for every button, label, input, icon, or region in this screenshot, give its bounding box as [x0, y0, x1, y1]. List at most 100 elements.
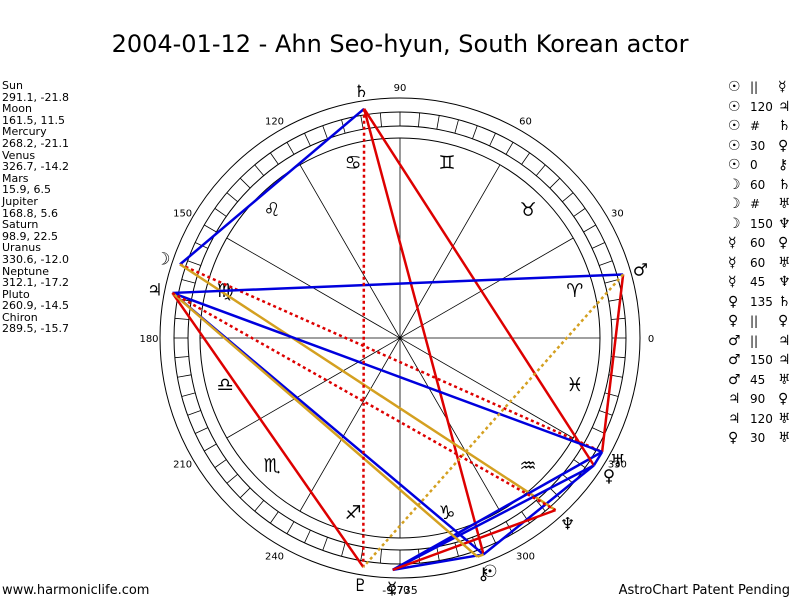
aspect-row: ☉ # ♄: [728, 117, 800, 137]
degree-tick: [226, 473, 238, 484]
aspect-planet-a: ♀: [728, 430, 739, 446]
aspect-planet-a: ☿: [728, 254, 737, 271]
aspect-planet-a: ☿: [728, 235, 737, 251]
aspect-row: ☿ 60 ♀: [728, 234, 800, 254]
aspect-type: #: [750, 197, 761, 211]
degree-label: 60: [519, 117, 532, 128]
planet-glyph-venus: ♀: [603, 466, 615, 486]
degree-tick: [436, 115, 440, 130]
planet-glyph-pluto: ♇: [353, 576, 368, 596]
aspect-planet-a: ☽: [728, 196, 741, 212]
planet-position: 330.6, -12.0: [2, 252, 69, 266]
sign-glyph-scorpio: ♏: [263, 455, 280, 477]
aspect-planet-b: ♅: [778, 196, 791, 212]
planet-position: 168.8, 5.6: [2, 206, 58, 220]
degree-tick: [177, 374, 192, 378]
degree-tick: [181, 279, 196, 284]
aspect-type: 135: [750, 294, 773, 309]
degree-label: 180: [139, 334, 158, 345]
degree-tick: [489, 529, 496, 543]
sign-glyph-leo: ♌: [263, 199, 280, 221]
degree-tick: [454, 542, 459, 557]
degree-label: 330: [608, 460, 627, 471]
planet-name: Jupiter: [2, 194, 38, 208]
planet-name: Mercury: [2, 125, 47, 139]
aspect-row: ☽ # ♅: [728, 195, 800, 215]
aspect-line: [363, 108, 595, 467]
aspect-type: 90: [750, 392, 766, 406]
degree-tick: [489, 133, 496, 147]
sign-glyph-capricorn: ♑: [438, 502, 455, 524]
planet-name: Pluto: [2, 287, 30, 301]
aspect-type: 120: [750, 99, 773, 114]
sign-glyph-taurus: ♉: [519, 199, 536, 221]
sign-glyph-gemini: ♊: [438, 152, 455, 174]
aspect-planet-b: ♄: [778, 118, 791, 134]
sign-glyph-libra: ♎: [217, 374, 234, 396]
degree-tick: [181, 392, 196, 397]
planet-glyph-jupiter: ♃: [147, 280, 162, 300]
degree-tick: [187, 260, 201, 266]
planet-name: Chiron: [2, 310, 38, 324]
degree-tick: [505, 142, 514, 155]
degree-tick: [195, 427, 209, 434]
aspect-line: [171, 291, 479, 558]
aspect-planet-b: ♄: [778, 293, 791, 310]
sign-glyph-aries: ♈: [566, 280, 583, 302]
planet-glyph-chiron: ⚷: [477, 565, 489, 585]
aspect-planet-a: ☉: [728, 98, 741, 115]
degree-tick: [535, 500, 546, 512]
degree-tick: [549, 177, 561, 189]
aspect-line: [600, 274, 625, 453]
planet-name: Neptune: [2, 264, 50, 278]
degree-tick: [591, 427, 605, 434]
footer-patent: AstroChart Patent Pending: [618, 583, 790, 598]
degree-tick: [454, 119, 459, 134]
aspect-planet-b: ♀: [778, 313, 789, 329]
aspect-line: [592, 451, 604, 467]
planet-position: 326.7, -14.2: [2, 160, 69, 174]
aspect-row: ♀ 30 ♅: [728, 429, 800, 449]
degree-tick: [599, 260, 613, 266]
aspect-line: [482, 464, 595, 556]
degree-label: 210: [173, 460, 192, 471]
aspect-planet-b: ♃: [778, 352, 791, 368]
degree-tick: [239, 177, 251, 189]
aspect-row: ☽ 150 ♆: [728, 215, 800, 235]
aspect-line: [171, 292, 365, 568]
aspect-row: ♃ 90 ♀: [728, 390, 800, 410]
planet-name: Mars: [2, 171, 29, 185]
degree-label: 240: [265, 551, 284, 562]
aspect-planet-a: ☽: [728, 176, 741, 193]
aspect-line: [179, 107, 365, 266]
degree-label: 150: [173, 209, 192, 220]
degree-tick: [573, 208, 586, 217]
sign-division-line: [226, 237, 574, 439]
planet-position: 15.9, 6.5: [2, 183, 51, 197]
aspect-row: ♂ 150 ♃: [728, 351, 800, 371]
sign-glyph-pisces: ♓: [566, 374, 583, 396]
degree-tick: [591, 242, 605, 249]
degree-tick: [379, 112, 382, 127]
aspect-type: 30: [750, 431, 766, 445]
planet-position: 260.9, -14.5: [2, 299, 69, 313]
sign-glyph-cancer: ♋: [345, 152, 362, 174]
planet-position: 312.1, -17.2: [2, 276, 69, 290]
aspect-line: [171, 291, 603, 454]
aspect-row: ☽ 60 ♄: [728, 176, 800, 196]
degree-tick: [583, 224, 596, 233]
aspect-line: [392, 508, 556, 572]
planet-name: Moon: [2, 102, 32, 116]
aspect-planet-b: ☿: [778, 79, 787, 95]
aspect-planet-a: ☽: [728, 215, 741, 232]
aspect-planet-a: ♀: [728, 293, 739, 310]
aspect-line: [362, 108, 366, 568]
aspect-row: ☿ 45 ♆: [728, 273, 800, 293]
aspect-planet-b: ♀: [778, 391, 789, 407]
degree-tick: [418, 112, 421, 127]
degree-tick: [270, 152, 279, 165]
degree-tick: [254, 164, 265, 176]
aspect-type: #: [750, 119, 761, 133]
degree-tick: [286, 142, 295, 155]
